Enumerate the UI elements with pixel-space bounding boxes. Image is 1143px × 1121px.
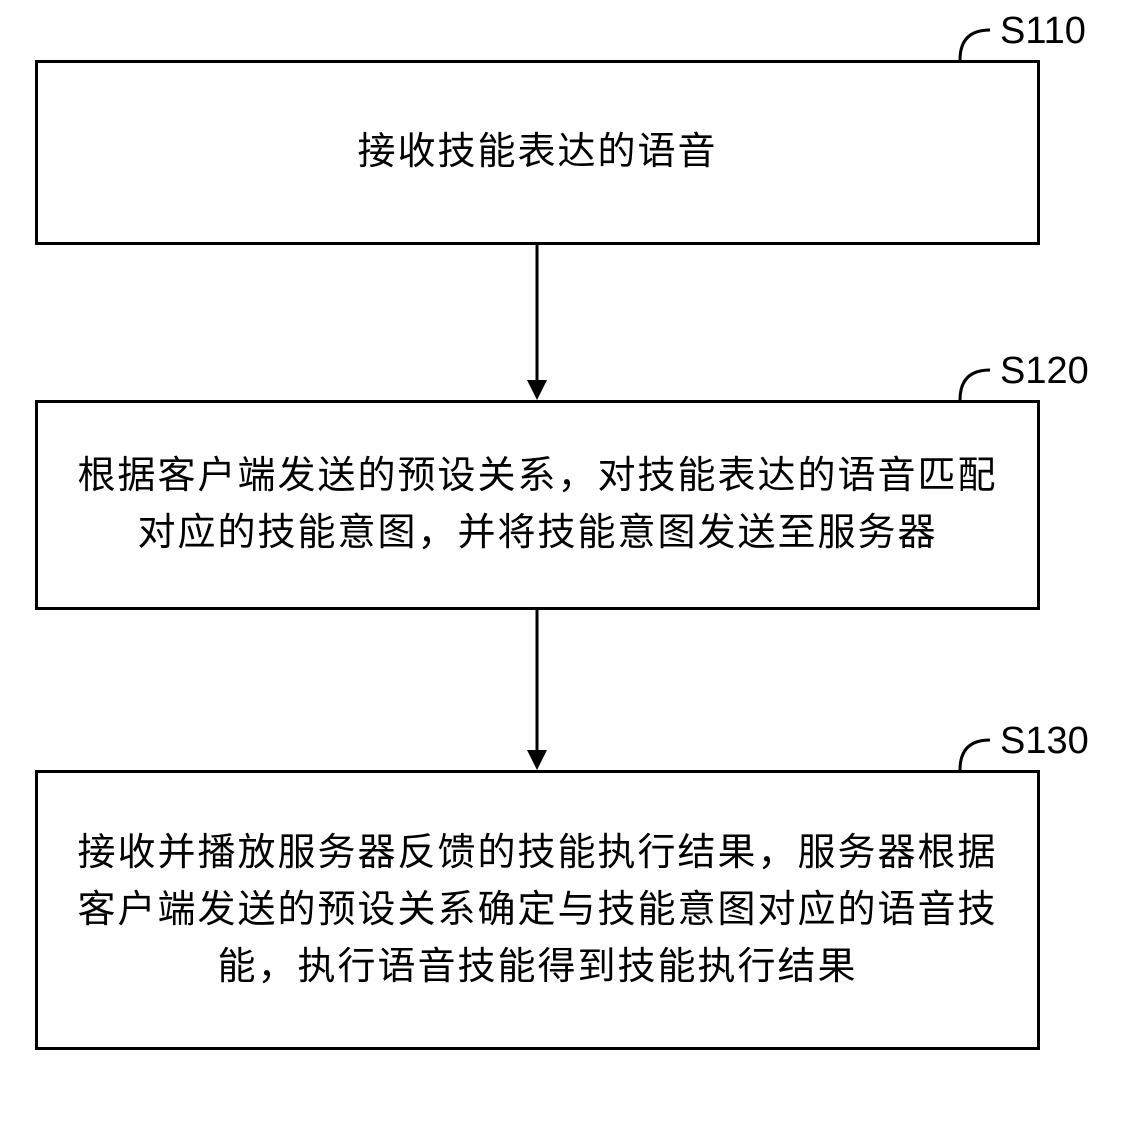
- step-label-s110: S110: [1000, 10, 1086, 53]
- step-text-s110: 接收技能表达的语音: [357, 124, 717, 181]
- step-box-s130: 接收并播放服务器反馈的技能执行结果，服务器根据客户端发送的预设关系确定与技能意图…: [35, 770, 1040, 1050]
- step-label-s120: S120: [1000, 350, 1089, 393]
- step-text-s130: 接收并播放服务器反馈的技能执行结果，服务器根据客户端发送的预设关系确定与技能意图…: [68, 825, 1007, 996]
- step-box-s120: 根据客户端发送的预设关系，对技能表达的语音匹配对应的技能意图，并将技能意图发送至…: [35, 400, 1040, 610]
- step-box-s110: 接收技能表达的语音: [35, 60, 1040, 245]
- step-text-s120: 根据客户端发送的预设关系，对技能表达的语音匹配对应的技能意图，并将技能意图发送至…: [68, 448, 1007, 562]
- step-label-s130: S130: [1000, 720, 1089, 763]
- flowchart-container: 接收技能表达的语音 S110 根据客户端发送的预设关系，对技能表达的语音匹配对应…: [0, 0, 1143, 1121]
